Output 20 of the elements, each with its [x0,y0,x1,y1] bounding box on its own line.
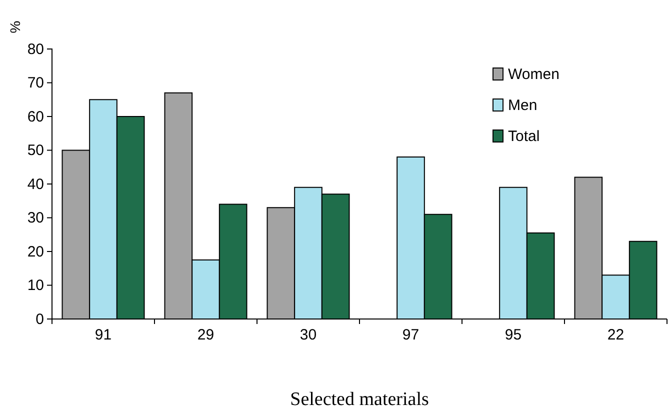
y-tick-label: 30 [27,210,44,227]
x-tick-label: 91 [94,326,112,344]
x-tick-label: 95 [504,326,522,344]
y-tick-label: 50 [27,142,44,160]
y-axis-title: % [7,20,23,34]
y-tick-label: 40 [27,176,44,193]
y-tick-label: 60 [27,108,44,126]
y-tick-label: 20 [27,243,44,260]
x-tick-label: 29 [197,326,214,344]
legend-label: Total [508,128,540,145]
y-tick-label: 80 [27,40,44,58]
y-tick-label: 0 [36,310,44,328]
y-tick-label: 10 [27,277,44,294]
legend-label: Men [508,97,538,114]
legend-label: Women [508,66,560,83]
x-tick-label: 97 [402,326,420,344]
x-tick-label: 30 [300,326,317,344]
x-tick-label: 22 [607,326,624,344]
y-tick-label: 70 [27,74,44,92]
x-axis-title: Selected materials [290,389,429,410]
